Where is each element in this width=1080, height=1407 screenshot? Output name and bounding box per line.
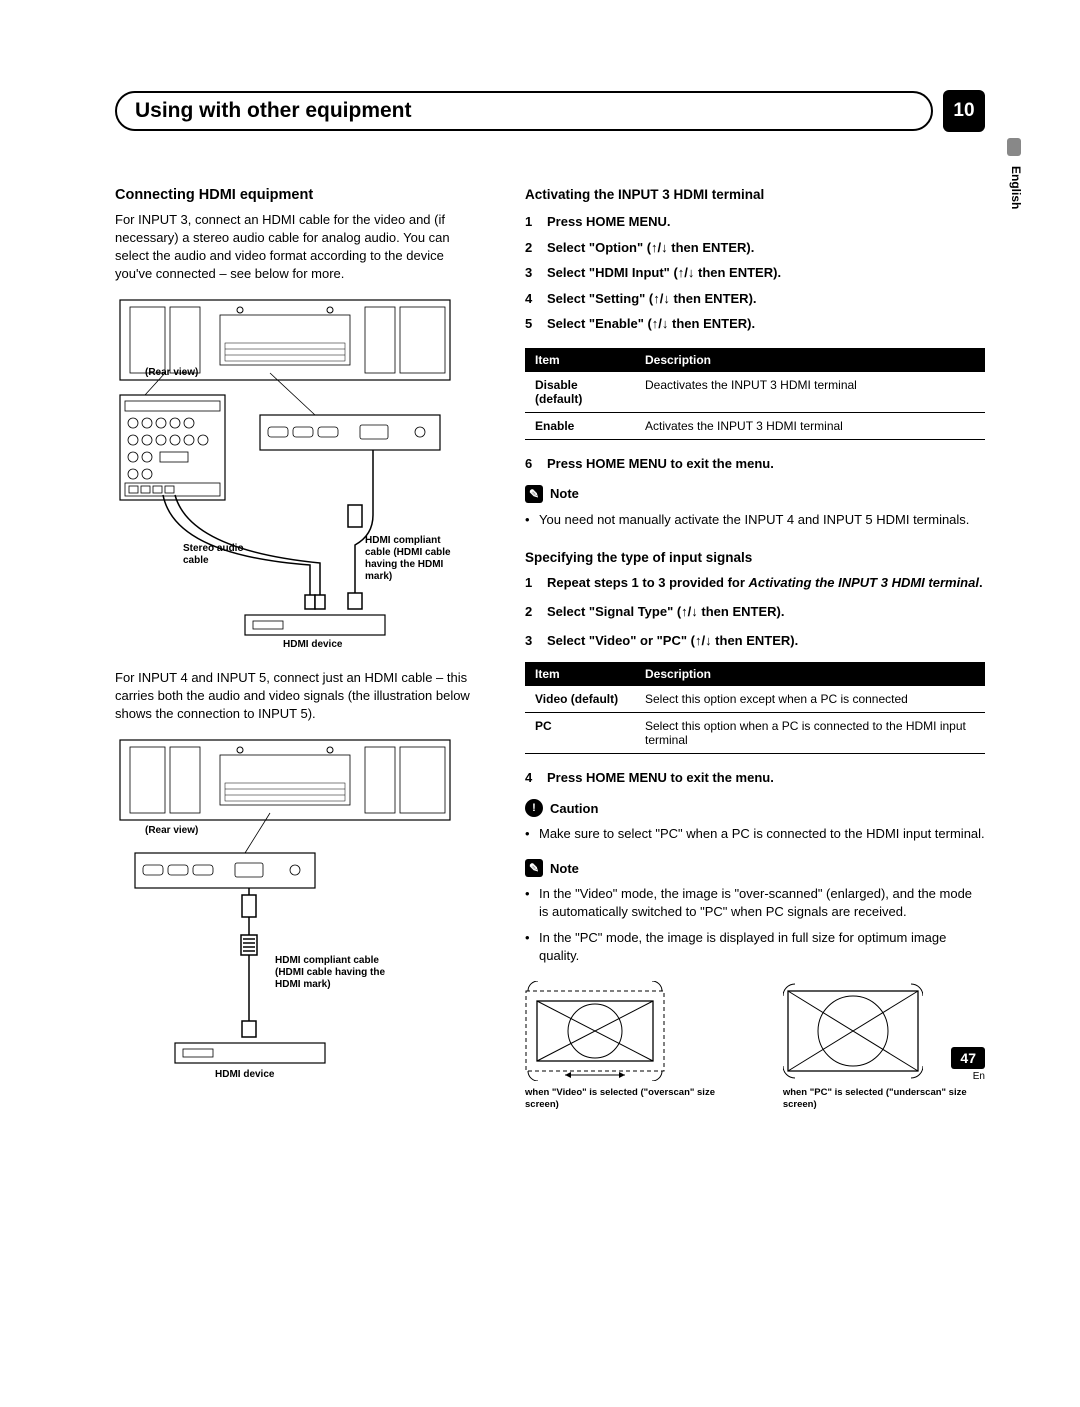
caution-header: ! Caution <box>525 799 985 817</box>
table-row: Disable (default) Deactivates the INPUT … <box>525 372 985 413</box>
connecting-hdmi-heading: Connecting HDMI equipment <box>115 187 475 203</box>
activating-heading: Activating the INPUT 3 HDMI terminal <box>525 187 985 202</box>
activating-step-4: Select "Setting" (↑/↓ then ENTER). <box>525 289 985 309</box>
table-row: PC Select this option when a PC is conne… <box>525 713 985 754</box>
specifying-step-3: 3 Select "Video" or "PC" (↑/↓ then ENTER… <box>525 633 985 648</box>
note-label: Note <box>550 861 579 876</box>
chapter-title-pill: Using with other equipment <box>115 91 933 131</box>
video-mode-diagram: when "Video" is selected ("overscan" siz… <box>525 981 733 1112</box>
page-lang: En <box>951 1071 985 1082</box>
screen-mode-diagrams: when "Video" is selected ("overscan" siz… <box>525 981 985 1112</box>
diagram2-hdmi-cable-label: HDMI compliant cable (HDMI cable having … <box>275 955 385 991</box>
activating-step-5: Select "Enable" (↑/↓ then ENTER). <box>525 314 985 334</box>
specifying-step-4: 4 Press HOME MENU to exit the menu. <box>525 770 985 785</box>
video-mode-caption: when "Video" is selected ("overscan" siz… <box>525 1087 733 1112</box>
activating-note-bullet: You need not manually activate the INPUT… <box>525 511 985 529</box>
note-icon: ✎ <box>525 485 543 503</box>
chapter-header: Using with other equipment 10 <box>115 90 985 132</box>
diagram1-rear-view-label: (Rear view) <box>145 367 198 379</box>
caution-icon: ! <box>525 799 543 817</box>
specifying-table-h2: Description <box>635 662 985 686</box>
specifying-note-header: ✎ Note <box>525 859 985 877</box>
diagram1-stereo-audio-label: Stereo audio cable <box>183 543 253 567</box>
diagram1-hdmi-device-label: HDMI device <box>283 639 342 651</box>
specifying-note-list: In the "Video" mode, the image is "over-… <box>525 885 985 965</box>
specifying-table-h1: Item <box>525 662 635 686</box>
specifying-step-1: 1 Repeat steps 1 to 3 provided for Activ… <box>525 575 985 590</box>
specifying-step-2: 2 Select "Signal Type" (↑/↓ then ENTER). <box>525 604 985 619</box>
activating-steps: Press HOME MENU. Select "Option" (↑/↓ th… <box>525 212 985 334</box>
caution-list: Make sure to select "PC" when a PC is co… <box>525 825 985 843</box>
specifying-note-bullet-1: In the "Video" mode, the image is "over-… <box>525 885 985 921</box>
table-row: Video (default) Select this option excep… <box>525 686 985 713</box>
connecting-hdmi-paragraph-1: For INPUT 3, connect an HDMI cable for t… <box>115 211 475 283</box>
activating-step-3: Select "HDMI Input" (↑/↓ then ENTER). <box>525 263 985 283</box>
activating-step-2: Select "Option" (↑/↓ then ENTER). <box>525 238 985 258</box>
caution-label: Caution <box>550 801 598 816</box>
activating-note-list: You need not manually activate the INPUT… <box>525 511 985 529</box>
diagram1-hdmi-cable-label: HDMI compliant cable (HDMI cable having … <box>365 535 465 583</box>
activating-step-6: 6 Press HOME MENU to exit the menu. <box>525 456 985 471</box>
activating-note-header: ✎ Note <box>525 485 985 503</box>
diagram-input5: (Rear view) HDMI compliant cable (HDMI c… <box>115 735 475 1085</box>
language-tab: English <box>1007 160 1025 223</box>
note-label: Note <box>550 486 579 501</box>
page-number: 47 <box>951 1047 985 1069</box>
pc-mode-caption: when "PC" is selected ("underscan" size … <box>783 1087 985 1112</box>
caution-bullet: Make sure to select "PC" when a PC is co… <box>525 825 985 843</box>
diagram2-hdmi-device-label: HDMI device <box>215 1069 274 1081</box>
chapter-title: Using with other equipment <box>135 99 412 123</box>
specifying-heading: Specifying the type of input signals <box>525 550 985 565</box>
diagram2-rear-view-label: (Rear view) <box>145 825 198 837</box>
connecting-hdmi-paragraph-2: For INPUT 4 and INPUT 5, connect just an… <box>115 669 475 723</box>
activating-table-h1: Item <box>525 348 635 372</box>
specifying-note-bullet-2: In the "PC" mode, the image is displayed… <box>525 929 985 965</box>
table-row: Enable Activates the INPUT 3 HDMI termin… <box>525 412 985 439</box>
activating-table-h2: Description <box>635 348 985 372</box>
note-icon: ✎ <box>525 859 543 877</box>
page-number-block: 47 En <box>951 1047 985 1082</box>
activating-table: Item Description Disable (default) Deact… <box>525 348 985 440</box>
activating-step-1: Press HOME MENU. <box>525 212 985 232</box>
diagram-input3: (Rear view) Stereo audio cable HDMI comp… <box>115 295 475 655</box>
chapter-number: 10 <box>943 90 985 132</box>
specifying-table: Item Description Video (default) Select … <box>525 662 985 754</box>
